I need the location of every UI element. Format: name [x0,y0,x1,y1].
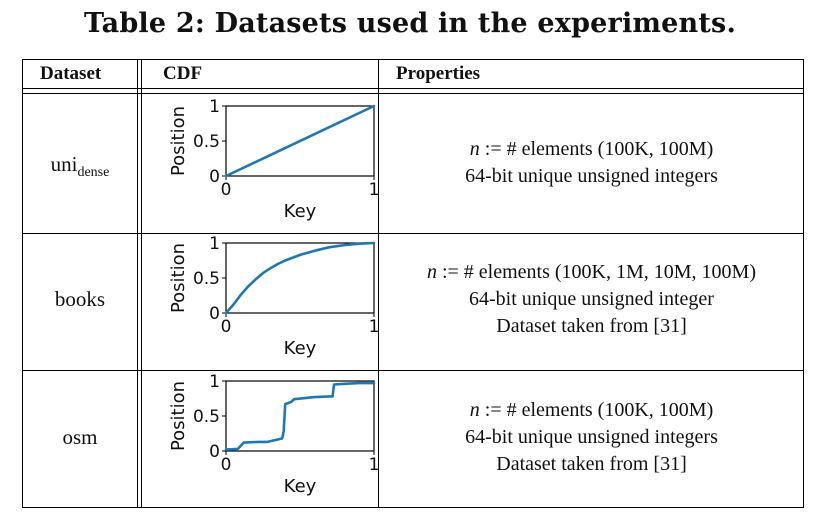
x-tick-label: 1 [369,180,380,200]
properties-line-1: n := # elements (100K, 100M) [380,136,803,163]
x-axis-label: Key [284,201,317,222]
n-symbol: n [426,261,437,283]
properties-line-1: n := # elements (100K, 100M) [380,397,803,424]
x-tick-label: 0 [221,180,232,200]
properties-line-2: 64-bit unique unsigned integer [469,288,714,310]
table-top-rule [22,59,803,60]
cdf-plot-unidense: 0 0.5 1 0 1 Key Position [168,97,380,222]
x-axis-label: Key [284,476,317,497]
dataset-name-main: uni [50,152,78,176]
row-rule-2 [22,370,803,371]
plot-frame [225,380,375,452]
properties-elements-text: := # elements (100K, 100M) [479,138,714,160]
cdf-series-line [224,241,376,315]
header-rule-2 [22,93,803,94]
dataset-name-subscript: dense [77,165,110,180]
y-tick-label: 1 [209,97,220,117]
properties-line-3: Dataset taken from [31] [496,315,687,337]
y-tick-label: 1 [209,234,220,254]
y-axis-label: Position [168,381,189,451]
cdf-series-line [224,381,376,451]
dataset-name-osm: osm [62,425,98,449]
x-tick-label: 0 [221,317,232,337]
plot-frame [225,242,375,314]
col-divider-2 [378,59,379,508]
header-dataset: Dataset [40,63,102,84]
table-caption: Table 2: Datasets used in the experiment… [83,8,737,39]
properties-line-1: n := # elements (100K, 1M, 10M, 100M) [380,259,803,286]
x-axis-label: Key [284,338,317,359]
cdf-plot-books: 0 0.5 1 0 1 Key Position [168,234,380,359]
n-symbol: n [469,399,480,421]
y-tick-label: 0 [209,442,220,462]
properties-line-3: Dataset taken from [31] [496,453,687,475]
properties-osm: n := # elements (100K, 100M) 64-bit uniq… [380,397,803,478]
properties-line-2: 64-bit unique unsigned integers [465,426,718,448]
y-tick-label: 0 [209,167,220,187]
col-divider-1b [141,59,142,508]
properties-books: n := # elements (100K, 1M, 10M, 100M) 64… [380,259,803,340]
header-cdf: CDF [163,63,203,84]
y-tick-label: 0 [209,304,220,324]
x-tick-label: 0 [221,455,232,475]
col-divider-1a [137,59,138,508]
left-border [22,59,23,508]
y-tick-label: 0.5 [193,407,220,427]
dataset-name-books: books [54,287,106,311]
y-axis-label: Position [168,106,189,176]
header-rule-1 [22,88,803,89]
y-axis-label: Position [168,243,189,313]
properties-unidense: n := # elements (100K, 100M) 64-bit uniq… [380,136,803,190]
n-symbol: n [469,138,480,160]
y-tick-label: 0.5 [193,132,220,152]
dataset-name-unidense: unidense [23,152,137,181]
properties-line-2: 64-bit unique unsigned integers [465,165,718,187]
header-properties: Properties [396,63,481,84]
properties-elements-text: := # elements (100K, 1M, 10M, 100M) [436,261,757,283]
cdf-plot-osm: 0 0.5 1 0 1 Key Position [168,372,380,497]
y-tick-label: 1 [209,372,220,392]
row-rule-1 [22,233,803,234]
cdf-series-line [224,104,376,178]
y-tick-label: 0.5 [193,269,220,289]
right-border [803,59,804,508]
x-tick-label: 1 [369,317,380,337]
properties-elements-text: := # elements (100K, 100M) [479,399,714,421]
x-tick-label: 1 [369,455,380,475]
table-bottom-rule [22,507,803,508]
